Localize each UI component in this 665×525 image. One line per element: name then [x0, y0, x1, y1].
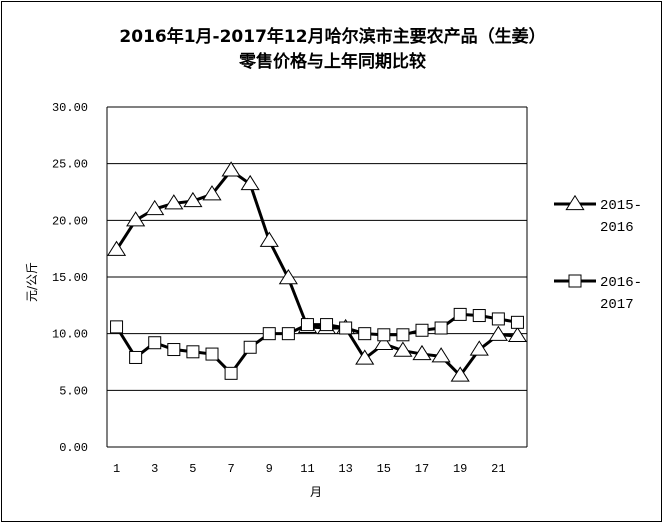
series-line	[115, 312, 518, 375]
x-tick-label: 1	[113, 462, 120, 476]
grid-lines	[106, 106, 528, 448]
x-tick-label: 11	[300, 462, 314, 476]
data-point	[186, 345, 200, 359]
data-point	[110, 320, 124, 334]
data-point	[240, 174, 260, 191]
data-point	[434, 321, 448, 335]
chart-title-line2: 零售价格与上年同期比较	[239, 52, 426, 72]
y-tick-label: 5.00	[59, 384, 88, 398]
legend-marker	[568, 274, 582, 288]
data-point	[205, 347, 219, 361]
series-square	[110, 307, 524, 380]
data-point	[450, 366, 470, 382]
data-point	[339, 321, 353, 335]
chart-title-line1: 2016年1月-2017年12月哈尔滨市主要农产品（生姜）	[119, 27, 546, 47]
x-tick-label: 19	[453, 462, 467, 476]
data-point	[202, 185, 222, 201]
data-point	[164, 194, 184, 210]
legend-item: 2016- 2017	[554, 274, 642, 313]
data-point	[488, 325, 508, 341]
x-tick-label: 15	[377, 462, 391, 476]
data-point	[396, 328, 410, 342]
data-point	[167, 343, 181, 357]
x-tick-label: 9	[266, 462, 273, 476]
x-tick-label: 7	[227, 462, 234, 476]
data-point	[129, 350, 143, 364]
legend-label: 2015-	[600, 198, 642, 214]
data-point	[469, 340, 489, 356]
legend-label: 2016	[600, 220, 634, 236]
data-point	[510, 315, 524, 329]
data-point	[355, 349, 375, 365]
data-point	[374, 334, 394, 350]
y-tick-label: 25.00	[52, 158, 88, 172]
y-tick-label: 10.00	[52, 328, 88, 342]
x-axis-label: 月	[310, 485, 322, 499]
data-point	[472, 309, 486, 323]
data-point	[243, 340, 257, 354]
y-axis-ticks: 0.00 5.00 10.00 15.00 20.00 25.00 30.00	[52, 101, 88, 455]
data-point	[412, 344, 432, 361]
y-tick-label: 15.00	[52, 271, 88, 285]
legend: 2015- 2016 2016- 2017	[554, 194, 642, 313]
data-point	[358, 327, 372, 341]
data-point	[259, 231, 279, 247]
legend-label: 2017	[600, 297, 634, 313]
data-point	[431, 347, 451, 363]
y-tick-label: 20.00	[52, 214, 88, 228]
x-tick-label: 13	[338, 462, 352, 476]
y-axis-label: 元/公斤	[25, 262, 39, 302]
data-point	[300, 318, 314, 332]
data-point	[221, 161, 241, 177]
y-tick-label: 30.00	[52, 101, 88, 115]
legend-marker	[565, 194, 585, 211]
series-line	[115, 168, 518, 378]
data-point	[262, 327, 276, 341]
y-tick-label: 0.00	[59, 441, 88, 455]
data-point	[126, 211, 146, 227]
data-point	[278, 268, 298, 285]
data-point	[224, 366, 238, 380]
legend-item: 2015- 2016	[554, 194, 642, 236]
data-point	[320, 318, 334, 332]
data-point	[415, 323, 429, 337]
legend-label: 2016-	[600, 275, 642, 291]
data-point	[106, 240, 127, 256]
data-point	[281, 327, 295, 341]
data-point	[145, 199, 165, 216]
x-tick-label: 5	[189, 462, 196, 476]
x-tick-label: 21	[491, 462, 505, 476]
x-tick-label: 3	[151, 462, 158, 476]
data-point	[148, 336, 162, 350]
data-point	[453, 307, 467, 321]
data-point	[507, 326, 528, 343]
data-point	[393, 341, 413, 357]
data-point	[183, 191, 203, 208]
series-group	[106, 161, 528, 382]
x-tick-label: 17	[415, 462, 429, 476]
data-point	[491, 312, 505, 326]
x-axis-ticks: 1 3 5 7 9 11 13 15 17 19 21	[113, 462, 506, 476]
data-point	[377, 328, 391, 342]
